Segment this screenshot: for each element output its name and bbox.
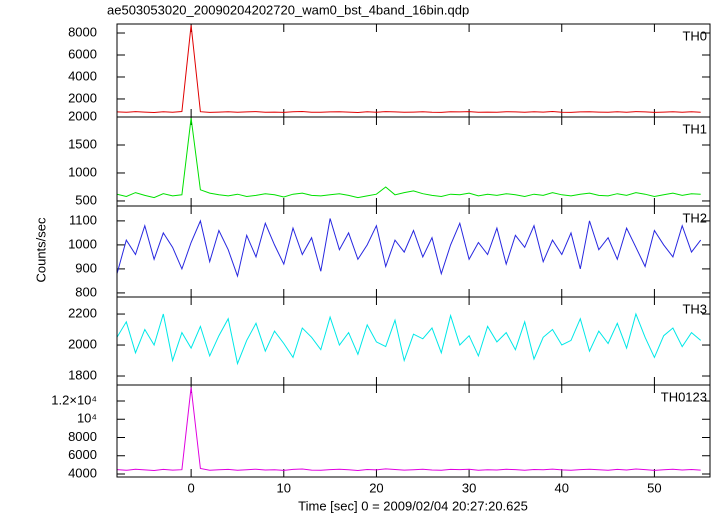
y-tick-label: 1.2×10⁴ [51, 392, 97, 407]
y-tick-label: 4000 [68, 68, 97, 83]
panel-frame [116, 296, 711, 386]
series-line [117, 387, 701, 472]
y-tick-label: 2000 [68, 90, 97, 105]
y-tick-label: 2000 [68, 108, 97, 123]
y-tick-label: 1000 [68, 164, 97, 179]
y-tick-label: 10⁴ [77, 411, 97, 426]
y-tick-label: 500 [75, 192, 97, 207]
x-tick-label: 40 [555, 480, 569, 495]
series-line [117, 312, 702, 366]
panel-frame [116, 384, 711, 478]
series-line [117, 118, 701, 199]
y-tick-label: 1000 [68, 236, 97, 251]
x-tick-label: 20 [369, 480, 383, 495]
series-label: TH3 [682, 301, 707, 316]
x-tick-label: 0 [188, 480, 195, 495]
chart-title: ae503053020_20090204202720_wam0_bst_4ban… [107, 2, 469, 17]
y-tick-label: 900 [75, 260, 97, 275]
series-line [117, 25, 701, 114]
panel-frame [116, 205, 711, 298]
series-label: TH0 [682, 28, 707, 43]
y-tick-label: 8000 [68, 24, 97, 39]
panel-frame [116, 23, 711, 118]
series-label: TH2 [682, 210, 707, 225]
series-line [117, 218, 702, 278]
y-tick-label: 6000 [68, 447, 97, 462]
y-tick-label: 2200 [68, 305, 97, 320]
y-tick-label: 1100 [69, 212, 97, 227]
y-tick-label: 2000 [68, 336, 97, 351]
x-tick-label: 10 [277, 480, 291, 495]
series-label: TH1 [682, 121, 707, 136]
y-tick-label: 1800 [68, 367, 97, 382]
x-tick-label: 30 [462, 480, 476, 495]
x-axis-label: Time [sec] 0 = 2009/02/04 20:27:20.625 [298, 498, 528, 513]
y-tick-label: 6000 [68, 46, 97, 61]
y-axis-label: Counts/sec [33, 217, 48, 283]
y-tick-label: 4000 [68, 465, 97, 480]
y-tick-label: 8000 [68, 429, 97, 444]
series-label: TH0123 [661, 389, 707, 404]
y-tick-label: 800 [75, 284, 97, 299]
panel-frame [116, 116, 711, 207]
x-tick-label: 50 [647, 480, 661, 495]
y-tick-label: 1500 [68, 136, 97, 151]
